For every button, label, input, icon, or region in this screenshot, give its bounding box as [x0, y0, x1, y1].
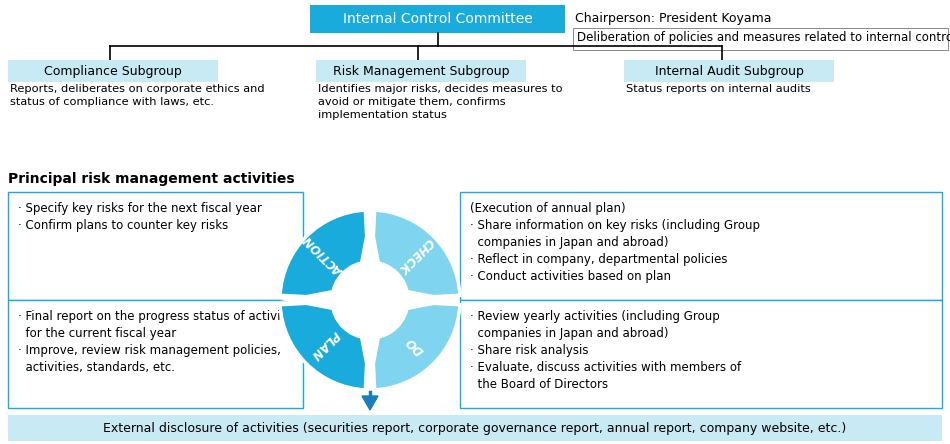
Wedge shape: [280, 210, 368, 298]
Text: External disclosure of activities (securities report, corporate governance repor: External disclosure of activities (secur…: [104, 421, 846, 435]
Text: ACTION: ACTION: [303, 233, 347, 277]
Polygon shape: [362, 396, 378, 410]
Bar: [316, 60, 526, 82]
Text: Reports, deliberates on corporate ethics and
status of compliance with laws, etc: Reports, deliberates on corporate ethics…: [10, 84, 265, 107]
Text: Status reports on internal audits: Status reports on internal audits: [626, 84, 810, 94]
Text: · Review yearly activities (including Group
  companies in Japan and abroad)
· S: · Review yearly activities (including Gr…: [470, 310, 741, 391]
Bar: [460, 300, 942, 408]
Text: Risk Management Subgroup: Risk Management Subgroup: [332, 64, 509, 78]
Bar: [8, 300, 303, 408]
Text: Internal Audit Subgroup: Internal Audit Subgroup: [655, 64, 804, 78]
Text: Deliberation of policies and measures related to internal control: Deliberation of policies and measures re…: [577, 31, 950, 44]
Text: Internal Control Committee: Internal Control Committee: [343, 12, 532, 26]
Text: Identifies major risks, decides measures to
avoid or mitigate them, confirms
imp: Identifies major risks, decides measures…: [318, 84, 562, 120]
Text: (Execution of annual plan)
· Share information on key risks (including Group
  c: (Execution of annual plan) · Share infor…: [470, 202, 760, 283]
Text: Chairperson: President Koyama: Chairperson: President Koyama: [575, 12, 771, 25]
Wedge shape: [280, 302, 368, 390]
Bar: [310, 5, 565, 33]
Text: · Final report on the progress status of activities
  for the current fiscal yea: · Final report on the progress status of…: [18, 310, 302, 374]
Bar: [573, 28, 948, 50]
Polygon shape: [280, 290, 332, 310]
Polygon shape: [360, 210, 380, 262]
Polygon shape: [360, 338, 380, 390]
Bar: [460, 192, 942, 300]
Wedge shape: [372, 210, 460, 298]
Bar: [8, 415, 942, 441]
Text: Compliance Subgroup: Compliance Subgroup: [44, 64, 181, 78]
Text: Principal risk management activities: Principal risk management activities: [8, 172, 294, 186]
Bar: [8, 60, 218, 82]
Wedge shape: [372, 302, 460, 390]
Circle shape: [333, 263, 407, 337]
Bar: [624, 60, 834, 82]
Text: CHECK: CHECK: [395, 234, 435, 275]
Text: · Specify key risks for the next fiscal year
· Confirm plans to counter key risk: · Specify key risks for the next fiscal …: [18, 202, 262, 232]
Text: DO: DO: [404, 334, 427, 357]
Bar: [8, 192, 303, 300]
Polygon shape: [408, 290, 460, 310]
Text: PLAN: PLAN: [308, 328, 342, 362]
